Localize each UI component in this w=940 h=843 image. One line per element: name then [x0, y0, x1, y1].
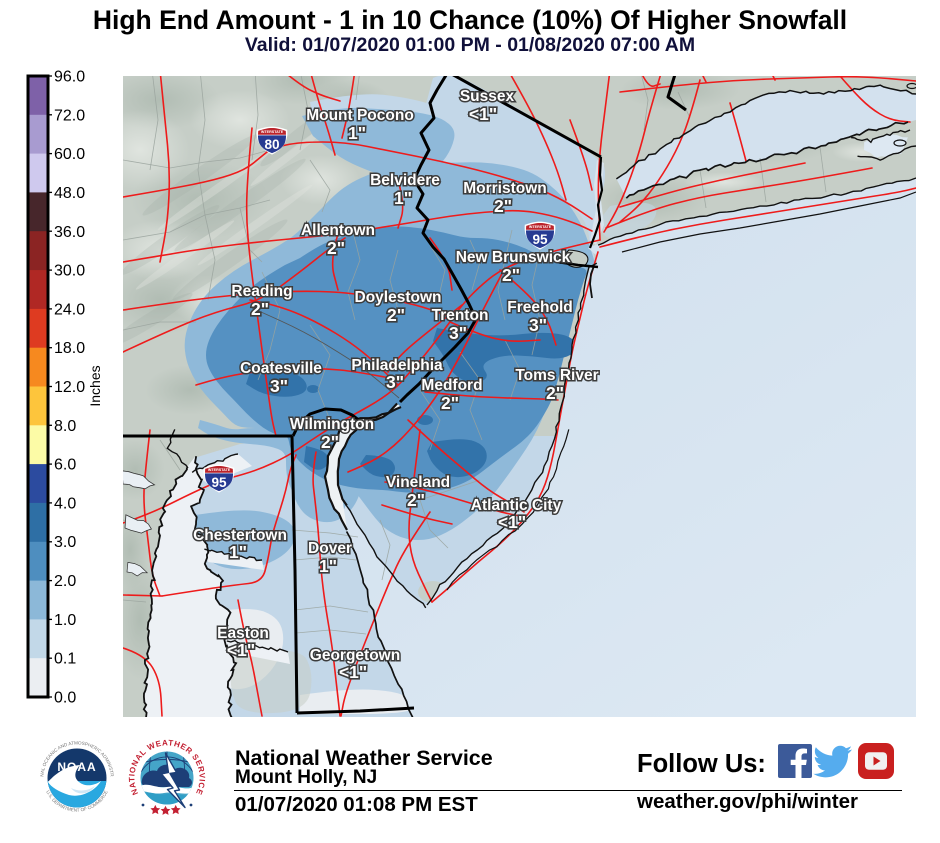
svg-text:96.0: 96.0 — [54, 69, 85, 86]
svg-text:3": 3" — [449, 323, 467, 343]
svg-text:80: 80 — [264, 137, 279, 152]
svg-text:12.0: 12.0 — [54, 379, 85, 396]
svg-text:Chestertown: Chestertown — [193, 527, 287, 544]
svg-text:36.0: 36.0 — [54, 224, 85, 241]
svg-text:Reading: Reading — [231, 283, 292, 300]
svg-text:Dover: Dover — [308, 540, 352, 557]
svg-text:6.0: 6.0 — [54, 457, 76, 474]
svg-text:Easton: Easton — [217, 625, 269, 642]
svg-text:30.0: 30.0 — [54, 263, 85, 280]
svg-text:72.0: 72.0 — [54, 107, 85, 124]
svg-text:Sussex: Sussex — [460, 88, 515, 105]
svg-text:2": 2" — [441, 393, 459, 413]
svg-text:48.0: 48.0 — [54, 185, 85, 202]
svg-text:2": 2" — [387, 305, 405, 325]
svg-text:Atlantic City: Atlantic City — [471, 497, 562, 514]
svg-text:1": 1" — [319, 556, 337, 576]
svg-text:95: 95 — [532, 232, 548, 247]
svg-text:New Brunswick: New Brunswick — [456, 249, 571, 266]
svg-text:2": 2" — [327, 238, 345, 258]
svg-text:24.0: 24.0 — [54, 301, 85, 318]
svg-text:<1": <1" — [227, 640, 255, 660]
svg-text:2.0: 2.0 — [54, 573, 76, 590]
svg-text:Philadelphia: Philadelphia — [351, 357, 443, 374]
svg-text:1": 1" — [348, 123, 366, 143]
svg-text:Vineland: Vineland — [386, 474, 450, 491]
svg-text:<1": <1" — [498, 512, 526, 532]
svg-text:Mount Pocono: Mount Pocono — [306, 107, 414, 124]
svg-text:NOAA: NOAA — [57, 760, 96, 774]
svg-text:2": 2" — [321, 432, 339, 452]
svg-text:95: 95 — [211, 475, 227, 490]
svg-text:4.0: 4.0 — [54, 495, 76, 512]
svg-text:18.0: 18.0 — [54, 340, 85, 357]
svg-text:3": 3" — [386, 372, 404, 392]
svg-text:2": 2" — [546, 383, 564, 403]
svg-text:1": 1" — [229, 542, 247, 562]
svg-text:3.0: 3.0 — [54, 534, 76, 551]
svg-text:60.0: 60.0 — [54, 146, 85, 163]
svg-text:2": 2" — [502, 265, 520, 285]
svg-text:2": 2" — [494, 196, 512, 216]
svg-text:Belvidere: Belvidere — [370, 172, 440, 189]
svg-text:Inches: Inches — [87, 365, 103, 406]
svg-text:Medford: Medford — [421, 377, 482, 394]
svg-text:1": 1" — [394, 188, 412, 208]
svg-text:<1": <1" — [339, 662, 367, 682]
svg-text:1.0: 1.0 — [54, 612, 76, 629]
svg-text:0.1: 0.1 — [54, 651, 76, 668]
svg-text:INTERSTATE: INTERSTATE — [529, 225, 552, 229]
svg-text:<1": <1" — [469, 104, 497, 124]
svg-text:2": 2" — [251, 299, 269, 319]
svg-text:3": 3" — [270, 376, 288, 396]
svg-text:INTERSTATE: INTERSTATE — [208, 468, 231, 472]
svg-text:Morristown: Morristown — [463, 180, 547, 197]
svg-text:Georgetown: Georgetown — [310, 647, 400, 664]
svg-text:Freehold: Freehold — [507, 299, 572, 316]
svg-text:0.0: 0.0 — [54, 690, 76, 707]
svg-text:Toms River: Toms River — [515, 367, 598, 384]
svg-text:Coatesville: Coatesville — [240, 360, 322, 377]
svg-text:Trenton: Trenton — [432, 307, 489, 324]
svg-text:Allentown: Allentown — [301, 222, 375, 239]
svg-text:3": 3" — [529, 315, 547, 335]
svg-text:Wilmington: Wilmington — [290, 416, 374, 433]
svg-text:INTERSTATE: INTERSTATE — [261, 130, 284, 134]
svg-text:8.0: 8.0 — [54, 418, 76, 435]
svg-text:2": 2" — [407, 490, 425, 510]
svg-text:Doylestown: Doylestown — [355, 289, 442, 306]
